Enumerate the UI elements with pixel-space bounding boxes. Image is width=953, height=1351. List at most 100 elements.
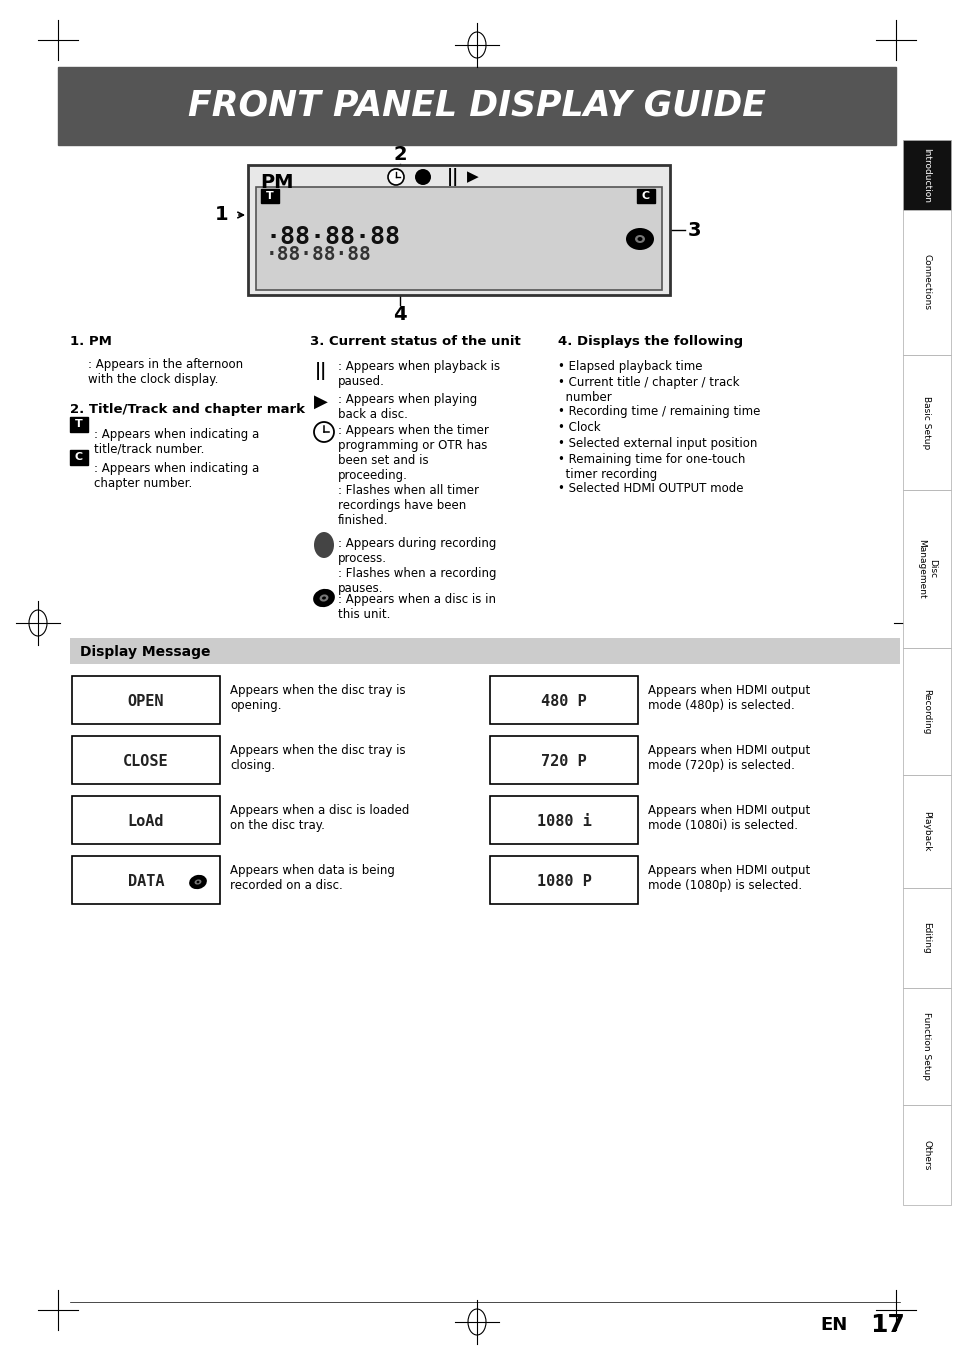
Bar (902, 355, 950, 490)
Bar (490, 676, 638, 724)
Text: Disc
Management: Disc Management (917, 539, 936, 598)
Text: Appears when data is being
recorded on a disc.: Appears when data is being recorded on a… (230, 865, 395, 892)
Text: 3. Current status of the unit: 3. Current status of the unit (310, 335, 520, 349)
Text: C: C (75, 453, 83, 462)
Text: 1: 1 (214, 205, 228, 224)
Bar (70, 450, 88, 465)
Bar (58, 68, 895, 145)
Text: Appears when HDMI output
mode (720p) is selected.: Appears when HDMI output mode (720p) is … (647, 744, 809, 771)
Text: 2. Title/Track and chapter mark: 2. Title/Track and chapter mark (70, 403, 305, 416)
Text: 17: 17 (869, 1313, 904, 1337)
Bar (70, 417, 88, 432)
Text: • Selected HDMI OUTPUT mode: • Selected HDMI OUTPUT mode (558, 482, 742, 494)
Text: 3: 3 (687, 220, 700, 239)
Bar (70, 638, 899, 663)
Text: ▶: ▶ (314, 393, 328, 411)
Ellipse shape (625, 228, 654, 250)
Bar (255, 186, 661, 290)
Circle shape (415, 169, 431, 185)
Bar (902, 648, 950, 775)
Text: T: T (75, 419, 83, 430)
Circle shape (314, 422, 334, 442)
Text: Appears when HDMI output
mode (480p) is selected.: Appears when HDMI output mode (480p) is … (647, 684, 809, 712)
Text: Recording: Recording (922, 689, 930, 734)
Bar (490, 796, 638, 844)
Text: : Appears when playback is
paused.: : Appears when playback is paused. (337, 359, 499, 388)
Bar (71, 857, 220, 904)
Bar (902, 209, 950, 355)
Text: Display Message: Display Message (80, 644, 211, 659)
Bar (637, 189, 655, 203)
Text: : Appears when playing
back a disc.: : Appears when playing back a disc. (337, 393, 476, 422)
Text: ▶: ▶ (467, 169, 478, 185)
Text: : Appears when indicating a
chapter number.: : Appears when indicating a chapter numb… (94, 462, 259, 490)
Text: 1. PM: 1. PM (70, 335, 112, 349)
Text: C: C (641, 190, 649, 201)
Text: • Recording time / remaining time: • Recording time / remaining time (558, 405, 760, 417)
Bar (902, 1105, 950, 1205)
Text: 2: 2 (393, 146, 406, 165)
Text: FRONT PANEL DISPLAY GUIDE: FRONT PANEL DISPLAY GUIDE (188, 89, 765, 123)
Text: Appears when the disc tray is
closing.: Appears when the disc tray is closing. (230, 744, 405, 771)
Bar (71, 796, 220, 844)
Text: Others: Others (922, 1140, 930, 1170)
Ellipse shape (314, 532, 334, 558)
Text: Appears when HDMI output
mode (1080i) is selected.: Appears when HDMI output mode (1080i) is… (647, 804, 809, 832)
Text: Function Setup: Function Setup (922, 1012, 930, 1081)
Text: DATA: DATA (128, 874, 164, 889)
Ellipse shape (196, 881, 199, 884)
Text: OPEN: OPEN (128, 694, 164, 709)
Text: Appears when a disc is loaded
on the disc tray.: Appears when a disc is loaded on the dis… (230, 804, 409, 832)
Text: Basic Setup: Basic Setup (922, 396, 930, 449)
Text: 480 P: 480 P (540, 694, 586, 709)
Bar (71, 676, 220, 724)
Bar (902, 775, 950, 888)
Text: • Current title / chapter / track
  number: • Current title / chapter / track number (558, 376, 739, 404)
Text: Connections: Connections (922, 254, 930, 311)
Circle shape (388, 169, 403, 185)
Ellipse shape (189, 875, 207, 889)
Text: 4. Displays the following: 4. Displays the following (558, 335, 742, 349)
Bar (261, 189, 278, 203)
Bar (902, 490, 950, 648)
Text: ||: || (446, 168, 458, 186)
Text: : Appears when a disc is in
this unit.: : Appears when a disc is in this unit. (337, 593, 496, 621)
Text: EN: EN (820, 1316, 846, 1333)
Text: T: T (266, 190, 274, 201)
Text: ||: || (314, 362, 327, 380)
Ellipse shape (319, 594, 328, 601)
Text: • Remaining time for one-touch
  timer recording: • Remaining time for one-touch timer rec… (558, 453, 744, 481)
Text: : Appears during recording
process.
: Flashes when a recording
pauses.: : Appears during recording process. : Fl… (337, 536, 496, 594)
Bar (71, 736, 220, 784)
Text: 4: 4 (393, 304, 406, 323)
Text: ·88·88·88: ·88·88·88 (266, 245, 372, 263)
Text: : Appears in the afternoon
with the clock display.: : Appears in the afternoon with the cloc… (88, 358, 243, 386)
Ellipse shape (313, 589, 335, 607)
Bar (248, 165, 669, 295)
Text: ·88·88·88: ·88·88·88 (266, 226, 400, 249)
Text: 1080 i: 1080 i (536, 815, 591, 830)
Text: PM: PM (260, 173, 294, 192)
Ellipse shape (635, 235, 644, 243)
Text: • Elapsed playback time: • Elapsed playback time (558, 359, 701, 373)
Bar (490, 736, 638, 784)
Bar (902, 141, 950, 209)
Ellipse shape (637, 236, 641, 240)
Bar (490, 857, 638, 904)
Text: Introduction: Introduction (922, 147, 930, 203)
Bar (902, 988, 950, 1105)
Text: • Selected external input position: • Selected external input position (558, 436, 757, 450)
Text: 1080 P: 1080 P (536, 874, 591, 889)
Text: • Clock: • Clock (558, 422, 600, 434)
Ellipse shape (322, 596, 326, 600)
Text: LoAd: LoAd (128, 815, 164, 830)
Text: CLOSE: CLOSE (123, 754, 169, 770)
Ellipse shape (194, 880, 201, 885)
Text: 720 P: 720 P (540, 754, 586, 770)
Bar (902, 888, 950, 988)
Text: Appears when the disc tray is
opening.: Appears when the disc tray is opening. (230, 684, 405, 712)
Text: Editing: Editing (922, 923, 930, 954)
Text: Appears when HDMI output
mode (1080p) is selected.: Appears when HDMI output mode (1080p) is… (647, 865, 809, 892)
Text: : Appears when indicating a
title/track number.: : Appears when indicating a title/track … (94, 428, 259, 457)
Text: : Appears when the timer
programming or OTR has
been set and is
proceeding.
: Fl: : Appears when the timer programming or … (337, 424, 488, 527)
